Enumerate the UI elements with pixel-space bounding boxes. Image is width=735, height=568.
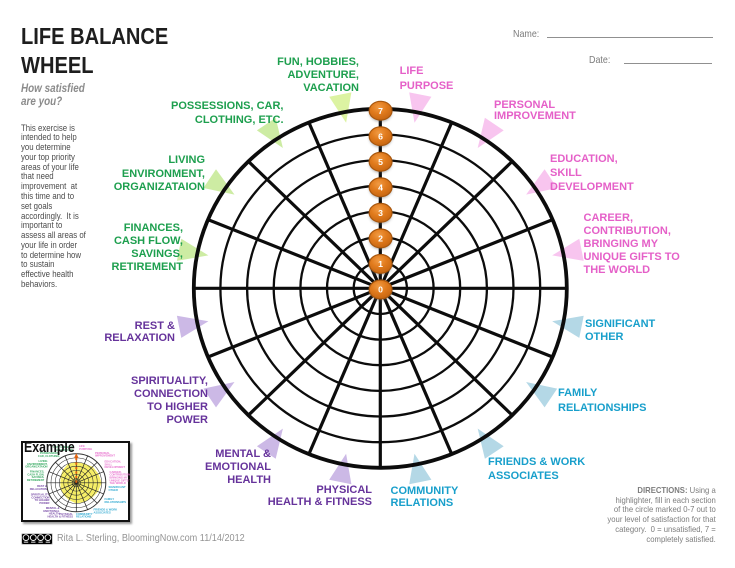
svg-text:SAVINGS,: SAVINGS, [32,475,45,479]
svg-text:ADVENTURE,: ADVENTURE, [56,448,74,452]
svg-text:RELATIONS: RELATIONS [76,515,92,519]
svg-text:7: 7 [378,106,383,116]
svg-text:CASH FLOW,: CASH FLOW, [27,472,44,476]
svg-text:4: 4 [378,182,383,192]
svg-text:6: 6 [378,131,383,141]
svg-text:PERSONAL: PERSONAL [95,451,110,455]
svg-text:FINANCES,: FINANCES, [30,470,45,474]
svg-text:COMMUNITY: COMMUNITY [76,512,93,516]
svg-text:FUN, HOBBIES,: FUN, HOBBIES, [53,445,73,449]
svg-text:RETIREMENT: RETIREMENT [27,478,45,482]
svg-text:UNIQUE GIFTS TO: UNIQUE GIFTS TO [110,478,131,482]
svg-text:SIGNIFICANT: SIGNIFICANT [109,485,127,489]
svg-text:5: 5 [378,157,383,167]
svg-text:HEALTH & FITNESS: HEALTH & FITNESS [48,515,74,519]
svg-text:HEALTH: HEALTH [49,512,60,516]
svg-text:POWER: POWER [39,501,49,505]
svg-text:SKILL: SKILL [105,462,113,466]
svg-text:CONNECTION: CONNECTION [31,495,49,499]
svg-text:1: 1 [378,259,383,269]
svg-text:FAMILY: FAMILY [105,497,115,501]
svg-text:TO HIGHER: TO HIGHER [35,498,50,502]
svg-text:EMOTIONAL: EMOTIONAL [43,509,59,513]
svg-text:EDUCATION,: EDUCATION, [105,460,122,464]
svg-text:LIFE: LIFE [79,444,85,448]
svg-text:RELAXATION: RELAXATION [30,487,47,491]
svg-text:ORGANIZATAION: ORGANIZATAION [25,465,47,469]
svg-text:SPIRITUALITY,: SPIRITUALITY, [31,493,50,497]
svg-text:THE WORLD: THE WORLD [110,481,126,485]
svg-text:0: 0 [378,285,383,295]
svg-text:ASSOCIATES: ASSOCIATES [94,510,111,514]
svg-text:DEVELOPMENT: DEVELOPMENT [105,465,126,469]
svg-text:FRIENDS & WORK: FRIENDS & WORK [94,508,118,512]
svg-text:RELATIONSHIPS: RELATIONSHIPS [105,500,127,504]
svg-text:PURPOSE: PURPOSE [79,447,92,451]
svg-text:PHYSICAL: PHYSICAL [59,512,73,516]
svg-text:POSSESSIONS,: POSSESSIONS, [40,451,60,455]
svg-text:CAREER,: CAREER, [110,470,122,474]
svg-text:MENTAL &: MENTAL & [46,506,60,510]
svg-text:CAR, CLOTHING,: CAR, CLOTHING, [38,454,60,458]
svg-text:IMPROVEMENT: IMPROVEMENT [95,454,115,458]
svg-text:ENVIRONMENT,: ENVIRONMENT, [27,462,48,466]
svg-text:REST &: REST & [37,484,47,488]
svg-text:2: 2 [378,234,383,244]
svg-text:BRINGING MY: BRINGING MY [110,476,128,480]
svg-text:CONTRIBUTION,: CONTRIBUTION, [110,473,131,477]
svg-text:OTHER: OTHER [109,488,118,492]
svg-text:LIVING: LIVING [39,459,48,463]
svg-text:3: 3 [378,208,383,218]
